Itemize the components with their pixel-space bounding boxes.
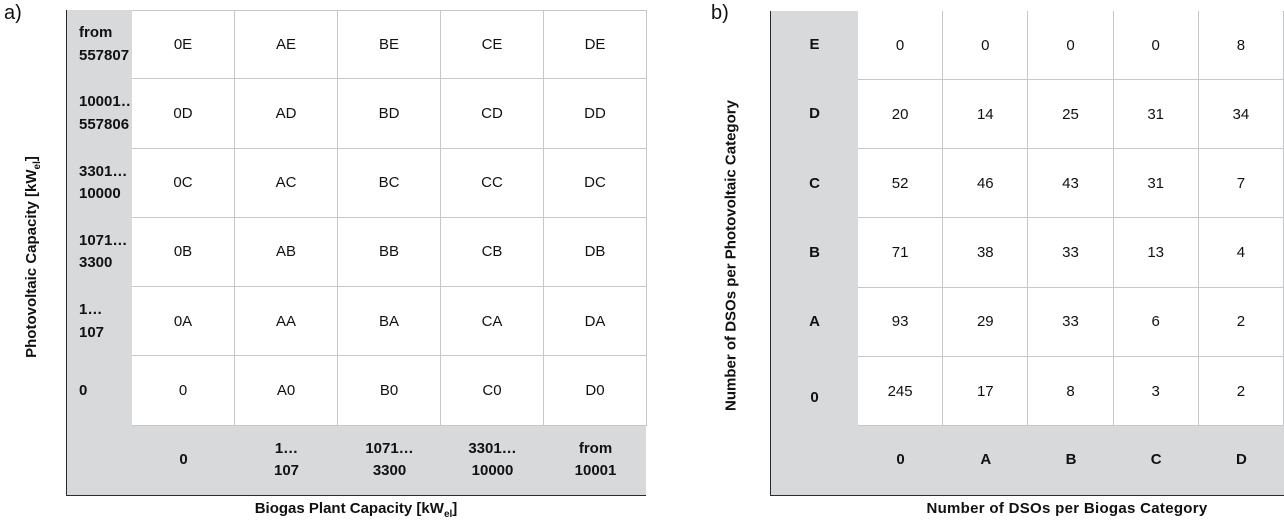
table-cell: 38	[943, 218, 1029, 288]
row-header: 3301… 10000	[79, 162, 128, 203]
table-cell: 52	[858, 149, 944, 219]
column-header: 1071… 3300	[365, 439, 414, 480]
table-cell: 2	[1198, 356, 1284, 426]
table-cell: 33	[1028, 218, 1114, 288]
table-cell: 46	[943, 149, 1029, 219]
table-cell: B0	[338, 356, 441, 426]
row-header: E	[809, 36, 820, 54]
table-cell: CC	[441, 148, 544, 218]
table-cell: 0	[132, 356, 235, 426]
corner-cell	[67, 426, 132, 495]
table-cell: CB	[441, 217, 544, 288]
table-cell: C0	[441, 356, 544, 426]
row-header: C	[809, 174, 820, 192]
table-cell: CE	[441, 10, 544, 80]
table-cell: 7	[1198, 149, 1284, 219]
capacity-category-table: from 557807 0E AE BE CE DE 10001… 557806 0D AD BD…	[66, 10, 647, 496]
column-header: B	[1065, 451, 1077, 469]
dso-count-table: E 0 0 0 0 8 D 20 14 25 31 34 C 52 46 43 31 7 B 71 38 33 13 4 A 93…	[770, 11, 1284, 496]
table-cell: 8	[1198, 11, 1284, 81]
table-cell: 71	[858, 218, 944, 288]
row-header: 0	[79, 381, 88, 399]
table-cell: BC	[338, 148, 441, 218]
table-cell: 6	[1113, 287, 1199, 357]
corner-cell	[771, 426, 858, 495]
table-cell: 2	[1198, 287, 1284, 357]
table-cell: 4	[1198, 218, 1284, 288]
table-cell: BB	[338, 217, 441, 288]
column-header: D	[1235, 451, 1247, 469]
table-cell: CD	[441, 79, 544, 149]
row-header: 1… 107	[79, 301, 105, 341]
y-axis-label-a: Photovoltaic Capacity [kWel]	[23, 107, 43, 407]
table-cell: 0	[1113, 11, 1199, 81]
column-header: 0	[179, 451, 188, 469]
table-cell: CA	[441, 287, 544, 357]
table-cell: AB	[235, 217, 338, 288]
table-cell: 31	[1113, 80, 1199, 150]
column-header: 1… 107	[273, 439, 300, 480]
x-axis-label-a-subscript: el	[443, 509, 453, 520]
column-header: C	[1150, 451, 1162, 469]
column-header: from 10001	[574, 439, 617, 480]
table-cell: AD	[235, 79, 338, 149]
table-cell: BE	[338, 10, 441, 80]
table-cell: D0	[544, 356, 647, 426]
table-cell: DB	[544, 217, 647, 288]
table-cell: 33	[1028, 287, 1114, 357]
row-header: from 557807	[79, 24, 130, 64]
table-cell: 20	[858, 80, 944, 150]
table-cell: 0	[943, 11, 1029, 81]
table-cell: BA	[338, 287, 441, 357]
table-cell: DD	[544, 79, 647, 149]
y-axis-label-b: Number of DSOs per Photovoltaic Category	[722, 100, 740, 411]
y-axis-label-a-subscript: el	[32, 161, 43, 170]
table-cell: A0	[235, 356, 338, 426]
row-header: 0	[810, 389, 819, 407]
table-cell: 17	[943, 356, 1029, 426]
row-header: 1071… 3300	[79, 231, 128, 272]
table-cell: AC	[235, 148, 338, 218]
table-cell: 3	[1113, 356, 1199, 426]
y-axis-label-a-text: Photovoltaic Capacity [kW	[23, 169, 40, 358]
table-cell: 29	[943, 287, 1029, 357]
column-header: A	[980, 451, 992, 469]
table-cell: 14	[943, 80, 1029, 150]
table-cell: 25	[1028, 80, 1114, 150]
y-axis-label-a-bracket: ]	[23, 156, 40, 162]
table-cell: 0A	[132, 287, 235, 357]
table-cell: 43	[1028, 149, 1114, 219]
table-cell: 245	[858, 356, 944, 426]
table-cell: DE	[544, 10, 647, 80]
table-cell: 0C	[132, 148, 235, 218]
table-cell: AA	[235, 287, 338, 357]
x-axis-label-a: Biogas Plant Capacity [kWel]	[196, 500, 516, 520]
table-cell: 34	[1198, 80, 1284, 150]
column-header: 0	[896, 451, 905, 469]
table-cell: 31	[1113, 149, 1199, 219]
table-cell: 93	[858, 287, 944, 357]
x-axis-label-b: Number of DSOs per Biogas Category	[926, 500, 1208, 517]
table-cell: 0	[1028, 11, 1114, 81]
table-cell: 8	[1028, 356, 1114, 426]
table-cell: 0E	[132, 10, 235, 80]
x-axis-label-a-bracket: ]	[452, 500, 458, 517]
row-header: B	[809, 243, 820, 261]
panel-a-label: a)	[4, 2, 22, 24]
table-cell: BD	[338, 79, 441, 149]
table-cell: DA	[544, 287, 647, 357]
table-cell: AE	[235, 10, 338, 80]
table-cell: 0D	[132, 79, 235, 149]
table-cell: 13	[1113, 218, 1199, 288]
x-axis-label-a-text: Biogas Plant Capacity [kW	[254, 500, 444, 517]
table-cell: 0B	[132, 217, 235, 288]
row-header: D	[809, 105, 820, 123]
table-cell: DC	[544, 148, 647, 218]
row-header: 10001… 557806	[79, 93, 136, 133]
panel-b-label: b)	[711, 2, 729, 24]
row-header: A	[809, 312, 820, 330]
column-header: 3301… 10000	[468, 439, 517, 480]
table-cell: 0	[858, 11, 944, 81]
